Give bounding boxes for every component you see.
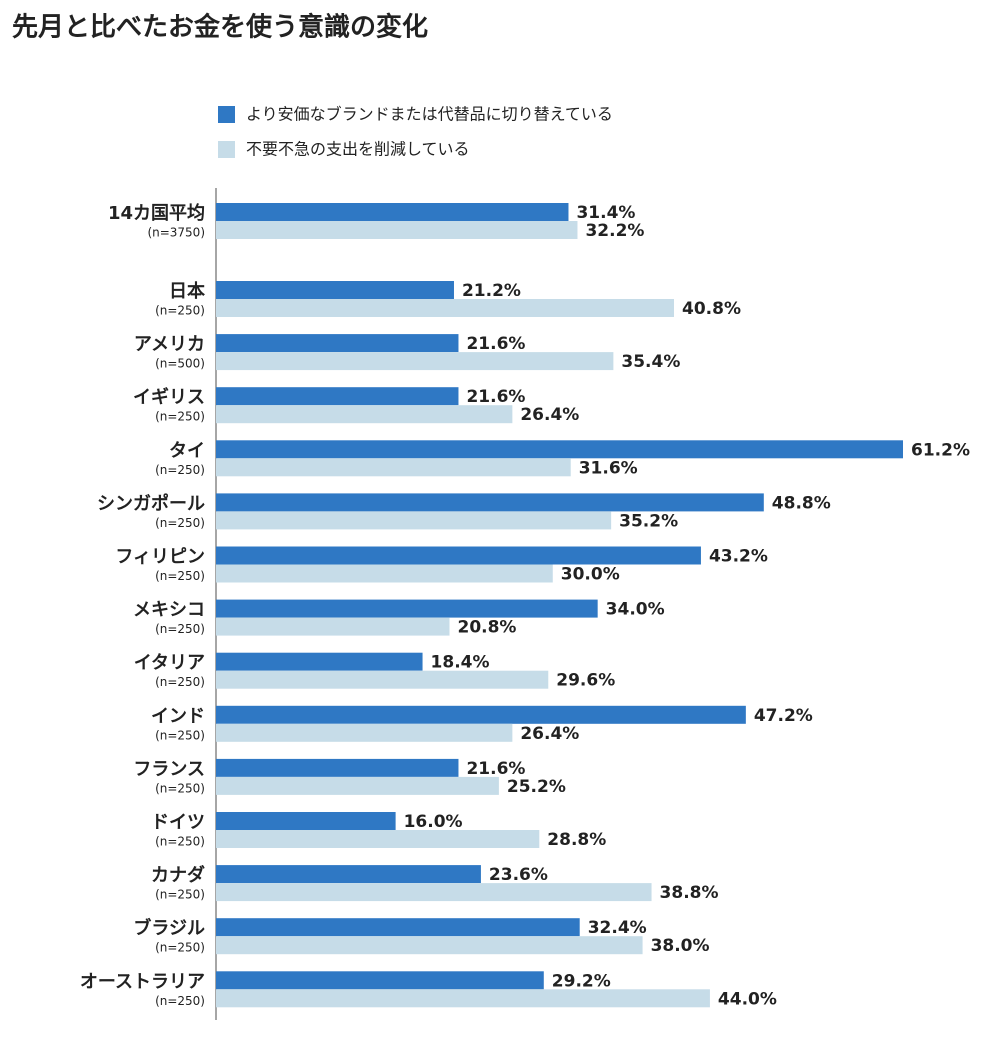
- sample-size: (n=250): [155, 463, 205, 477]
- bar: [216, 865, 481, 884]
- bar: [216, 221, 578, 239]
- value-label: 20.8%: [457, 618, 516, 638]
- bar: [216, 387, 459, 406]
- value-label: 48.8%: [772, 493, 831, 513]
- value-label: 31.6%: [579, 458, 638, 478]
- sample-size: (n=500): [155, 357, 205, 371]
- bar: [216, 352, 614, 371]
- value-label: 47.2%: [754, 706, 813, 726]
- bar: [216, 458, 571, 477]
- sample-size: (n=250): [155, 516, 205, 530]
- category-label: 14カ国平均: [108, 202, 205, 224]
- bar: [216, 723, 513, 742]
- value-label: 35.2%: [619, 511, 678, 531]
- category-label: フィリピン: [115, 547, 205, 568]
- value-label: 21.2%: [462, 281, 521, 301]
- category-label: イタリア: [134, 653, 205, 674]
- category-label: ドイツ: [151, 812, 205, 833]
- sample-size: (n=250): [155, 994, 205, 1008]
- bar: [216, 299, 674, 317]
- bar: [216, 564, 553, 583]
- value-label: 35.4%: [621, 352, 680, 372]
- value-label: 38.0%: [651, 936, 710, 956]
- bar: [216, 281, 454, 299]
- legend-swatch: [218, 141, 235, 158]
- category-label: アメリカ: [134, 334, 205, 355]
- legend-label: 不要不急の支出を削減している: [246, 140, 470, 159]
- bar: [216, 936, 643, 955]
- bar: [216, 493, 764, 512]
- value-label: 18.4%: [431, 653, 490, 673]
- value-label: 29.6%: [556, 671, 615, 691]
- bar: [216, 758, 459, 777]
- category-label: 日本: [169, 280, 205, 302]
- value-label: 30.0%: [561, 565, 620, 585]
- value-label: 26.4%: [520, 405, 579, 425]
- sample-size: (n=250): [155, 728, 205, 742]
- category-label: イギリス: [133, 387, 205, 408]
- sample-size: (n=250): [155, 781, 205, 795]
- bar: [216, 812, 396, 830]
- bar: [216, 830, 540, 848]
- value-label: 38.8%: [660, 883, 719, 903]
- bar: [216, 971, 544, 990]
- bar: [216, 705, 746, 724]
- sample-size: (n=250): [155, 835, 205, 849]
- category-label: インド: [151, 706, 205, 727]
- bar: [216, 203, 569, 221]
- bar: [216, 334, 459, 353]
- chart-title: 先月と比べたお金を使う意識の変化: [12, 12, 428, 43]
- category-label: フランス: [133, 759, 205, 780]
- bar: [216, 440, 903, 459]
- legend-label: より安価なブランドまたは代替品に切り替えている: [246, 105, 613, 124]
- sample-size: (n=250): [155, 622, 205, 636]
- sample-size: (n=250): [155, 569, 205, 583]
- value-label: 44.0%: [718, 989, 777, 1009]
- value-label: 28.8%: [547, 830, 606, 850]
- bar: [216, 776, 499, 795]
- sample-size: (n=3750): [147, 226, 205, 240]
- value-label: 23.6%: [489, 865, 548, 885]
- value-label: 43.2%: [709, 547, 768, 567]
- bar: [216, 652, 423, 671]
- bar: [216, 546, 701, 565]
- value-label: 40.8%: [682, 299, 741, 319]
- category-label: オーストラリア: [80, 971, 205, 992]
- category-label: ブラジル: [133, 917, 205, 939]
- value-label: 21.6%: [466, 334, 525, 354]
- sample-size: (n=250): [155, 888, 205, 902]
- value-label: 31.4%: [576, 203, 635, 223]
- value-label: 29.2%: [552, 971, 611, 991]
- value-label: 25.2%: [507, 777, 566, 797]
- sample-size: (n=250): [155, 675, 205, 689]
- legend-swatch: [218, 106, 235, 123]
- value-label: 21.6%: [466, 387, 525, 407]
- sample-size: (n=250): [155, 410, 205, 424]
- bar: [216, 599, 598, 618]
- value-label: 21.6%: [466, 759, 525, 779]
- category-label: メキシコ: [133, 600, 205, 621]
- value-label: 32.2%: [585, 221, 644, 241]
- bar: [216, 989, 710, 1008]
- sample-size: (n=250): [155, 304, 205, 318]
- category-label: タイ: [169, 440, 205, 461]
- value-label: 34.0%: [606, 600, 665, 620]
- sample-size: (n=250): [155, 941, 205, 955]
- value-label: 16.0%: [404, 812, 463, 832]
- bar: [216, 670, 549, 689]
- bar: [216, 511, 612, 530]
- category-label: カナダ: [151, 864, 205, 886]
- value-label: 61.2%: [911, 440, 970, 460]
- value-label: 32.4%: [588, 918, 647, 938]
- bar: [216, 617, 450, 636]
- bar: [216, 883, 652, 902]
- value-label: 26.4%: [520, 724, 579, 744]
- bar: [216, 918, 580, 937]
- category-label: シンガポール: [97, 492, 205, 514]
- bar: [216, 405, 513, 424]
